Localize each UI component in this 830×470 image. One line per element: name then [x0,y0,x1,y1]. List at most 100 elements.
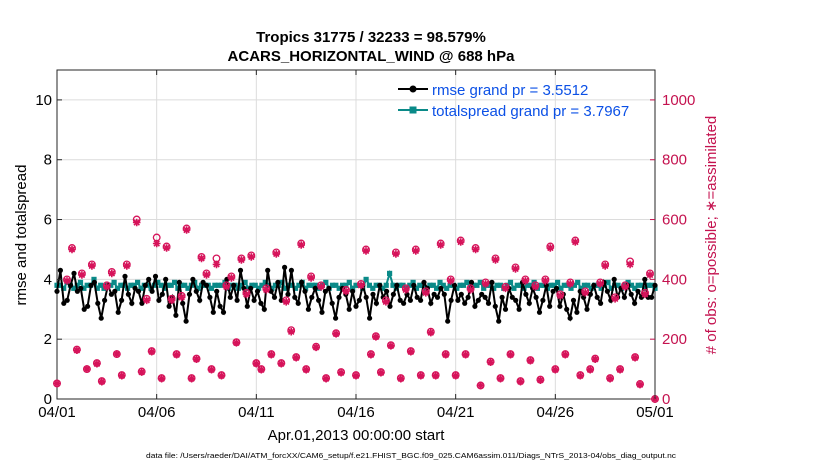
rmse-point [214,288,220,294]
totalspread-point [172,279,178,285]
obs-assimilated-point [177,293,186,302]
totalspread-point [252,282,258,288]
totalspread-point [185,285,191,291]
rmse-point [316,297,322,303]
rmse-point [574,309,580,315]
rmse-point [418,297,424,303]
rmse-point [411,282,417,288]
obs-assimilated-point [611,295,619,303]
rmse-point [220,309,227,315]
totalspread-point [239,282,245,288]
obs-assimilated-point [237,256,246,264]
totalspread-point [457,282,463,288]
totalspread-point [511,285,517,291]
totalspread-point [487,282,493,288]
rmse-point [390,291,396,297]
obs-assimilated-point [481,280,490,288]
obs-assimilated-point [222,283,231,291]
rmse-point [166,303,172,309]
rmse-point [632,300,638,306]
rmse-point [112,288,118,294]
rmse-point [61,300,67,306]
rmse-point [370,291,376,297]
rmse-point [258,300,264,306]
obs-assimilated-point [53,379,61,388]
rmse-point [445,318,451,324]
obs-assimilated-point [501,284,510,293]
totalspread-point [571,282,577,288]
totalspread-point [336,285,342,291]
totalspread-point [444,285,450,291]
totalspread-point [249,282,255,288]
totalspread-point [111,279,117,285]
obs-assimilated-point [631,353,639,362]
rmse-point [353,303,359,309]
rmse-point [305,306,311,312]
obs-assimilated-point [526,356,535,365]
rmse-point [540,297,546,303]
y-right-tick-label: 200 [662,331,687,348]
obs-assimilated-point [277,359,286,368]
obs-assimilated-point [63,277,71,285]
rmse-point [431,291,437,297]
totalspread-point [94,285,100,291]
obs-assimilated-point [93,359,101,368]
totalspread-point [410,279,416,285]
obs-assimilated-point [436,241,445,249]
totalspread-point [400,282,406,288]
rmse-point [547,303,553,309]
rmse-point [319,309,325,315]
obs-assimilated-point [302,365,310,374]
obs-assimilated-point [466,286,475,294]
totalspread-point [628,282,635,288]
totalspread-point [437,279,443,285]
data-file-footnote: data file: /Users/raeder/DAI/ATM_forcXX/… [146,451,676,460]
obs-assimilated-point [172,350,181,359]
obs-assimilated-point [257,365,266,374]
obs-assimilated-point [297,241,305,249]
rmse-point [98,315,104,321]
obs-assimilated-point [182,226,191,234]
rmse-point [550,288,556,294]
rmse-point [479,291,485,297]
obs-assimilated-point [601,262,609,270]
rmse-point [122,273,128,279]
totalspread-point [464,279,470,285]
totalspread-point [346,279,352,285]
obs-assimilated-point [362,247,370,255]
rmse-point [64,297,70,303]
totalspread-point [195,285,201,291]
totalspread-point [219,282,225,288]
obs-assimilated-point [272,250,281,258]
totalspread-point [632,285,638,291]
totalspread-point [645,282,651,288]
obs-assimilated-point [377,368,385,377]
obs-assimilated-point [531,283,540,291]
rmse-point [190,276,196,282]
obs-assimilated-point [103,283,111,291]
rmse-point [377,282,383,288]
obs-assimilated-point [412,247,420,255]
totalspread-point [262,279,268,285]
rmse-point [95,300,101,306]
obs-assimilated-point [307,274,315,282]
rmse-point [227,294,233,300]
obs-assimilated-point [641,290,649,299]
obs-assimilated-point [367,350,375,359]
chart-title-line2: ACARS_HORIZONTAL_WIND @ 688 hPa [228,48,516,65]
x-axis-label: Apr.01,2013 00:00:00 start [268,427,446,444]
totalspread-point [568,285,574,291]
rmse-point [180,300,186,306]
rmse-point [261,306,267,312]
y-axis-right-label: # of obs: o=possible; ∗=assimilated [703,116,720,355]
rmse-point [336,294,342,300]
rmse-point [292,294,298,300]
rmse-point [587,291,594,297]
rmse-point [119,297,125,303]
legend: rmse grand pr = 3.5512 totalspread grand… [398,82,629,120]
totalspread-point [504,282,510,288]
obs-assimilated-point [451,371,460,380]
x-tick-label: 04/16 [337,404,375,421]
y-left-tick-label: 4 [44,271,52,288]
